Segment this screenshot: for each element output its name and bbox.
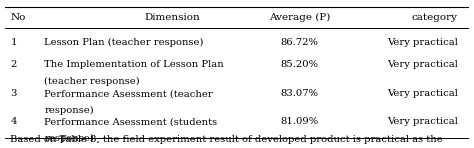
Text: The Implementation of Lesson Plan: The Implementation of Lesson Plan [44, 60, 224, 69]
Text: Average (P): Average (P) [269, 13, 330, 22]
Text: category: category [411, 13, 457, 22]
Text: Very practical: Very practical [387, 117, 457, 126]
Text: (teacher response): (teacher response) [44, 77, 140, 86]
Text: 85.20%: 85.20% [281, 60, 319, 69]
Text: 4: 4 [10, 117, 17, 126]
Text: 2: 2 [10, 60, 17, 69]
Text: Performance Asessment (students: Performance Asessment (students [44, 117, 218, 126]
Text: No: No [10, 13, 26, 22]
Text: Dimension: Dimension [144, 13, 200, 22]
Text: Very practical: Very practical [387, 38, 457, 47]
Text: Based on Table 8, the field experiment result of developed product is practical : Based on Table 8, the field experiment r… [10, 135, 443, 144]
Text: 1: 1 [10, 38, 17, 47]
Text: 3: 3 [10, 89, 17, 98]
Text: Very practical: Very practical [387, 60, 457, 69]
Text: Very practical: Very practical [387, 89, 457, 98]
Text: response): response) [44, 106, 94, 115]
Text: response): response) [44, 134, 94, 143]
Text: 86.72%: 86.72% [281, 38, 319, 47]
Text: Performance Asessment (teacher: Performance Asessment (teacher [44, 89, 213, 98]
Text: 83.07%: 83.07% [281, 89, 319, 98]
Text: Lesson Plan (teacher response): Lesson Plan (teacher response) [44, 38, 204, 47]
Text: 81.09%: 81.09% [281, 117, 319, 126]
